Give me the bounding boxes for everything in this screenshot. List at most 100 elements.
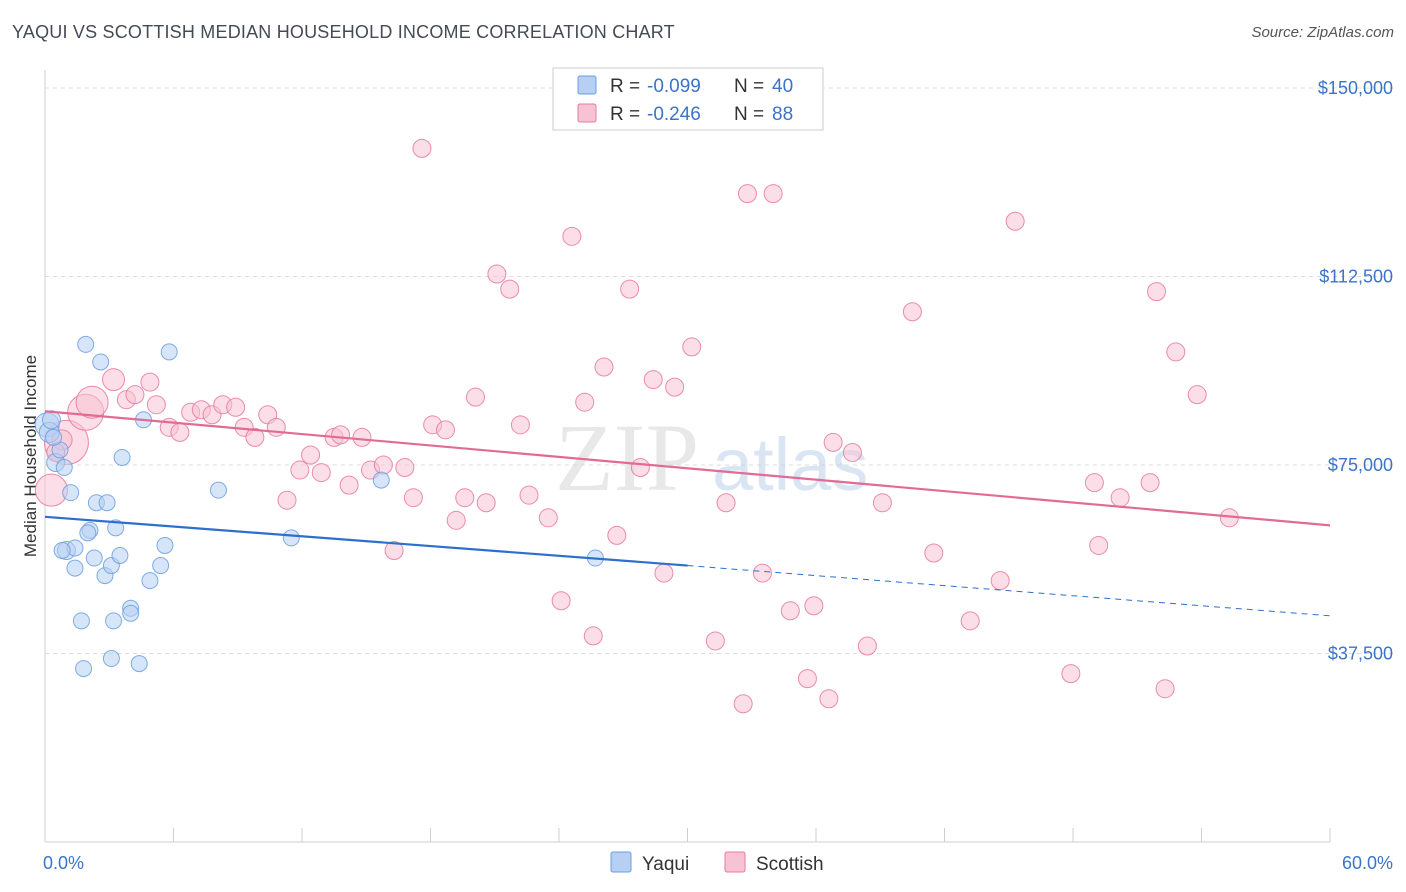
yaqui-point: [113, 448, 131, 466]
scottish-point: [562, 226, 582, 246]
scottish-point: [373, 455, 393, 475]
scottish-point: [872, 493, 892, 513]
legend-n-value: 40: [772, 76, 793, 97]
scottish-point: [395, 458, 415, 478]
scottish-point: [519, 485, 539, 505]
yaqui-point: [66, 559, 84, 577]
scottish-point: [1147, 282, 1167, 302]
scottish-point: [924, 543, 944, 563]
source-label: Source: ZipAtlas.com: [1251, 24, 1394, 41]
scottish-point: [331, 425, 351, 445]
scottish-point: [819, 689, 839, 709]
scottish-point: [630, 458, 650, 478]
yaqui-point: [75, 660, 93, 678]
legend-n-value: 88: [772, 104, 793, 125]
scottish-point: [311, 463, 331, 483]
trend-lines: [44, 410, 1331, 617]
scottish-point: [733, 694, 753, 714]
scottish-point: [446, 510, 466, 530]
bottom-legend-yaqui: Yaqui: [642, 854, 689, 875]
scottish-point: [990, 571, 1010, 591]
scottish-point: [435, 420, 455, 440]
scottish-point: [538, 508, 558, 528]
scottish-point: [245, 427, 265, 447]
x-tick-label: 60.0%: [1342, 853, 1393, 873]
scottish-point: [607, 525, 627, 545]
legend-n-label: N =: [734, 76, 764, 97]
scottish-point: [1140, 473, 1160, 493]
yaqui-point: [98, 494, 116, 512]
scottish-point: [857, 636, 877, 656]
x-tick-labels: 0.0% 60.0%: [43, 853, 1393, 873]
scottish-point: [465, 387, 485, 407]
yaqui-point: [122, 604, 140, 622]
scottish-point: [125, 385, 145, 405]
scottish-point: [665, 377, 685, 397]
bottom-legend: Yaqui Scottish: [610, 851, 824, 875]
trend-line-extension-yaqui: [687, 565, 1331, 617]
x-tick-label: 0.0%: [43, 853, 84, 873]
scottish-point: [266, 417, 286, 437]
scottish-point: [170, 422, 190, 442]
y-tick-label: $37,500: [1328, 644, 1393, 664]
scottish-point: [752, 563, 772, 583]
scottish-point: [510, 415, 530, 435]
yaqui-point: [62, 484, 80, 502]
scottish-point: [1089, 535, 1109, 555]
yaqui-point: [92, 353, 110, 371]
scottish-point: [102, 368, 126, 392]
bottom-legend-swatch-scottish: [724, 851, 746, 873]
yaqui-point: [141, 572, 159, 590]
y-tick-label: $150,000: [1318, 78, 1393, 98]
yaqui-point: [53, 541, 71, 559]
scottish-point: [1155, 679, 1175, 699]
yaqui-point: [130, 655, 148, 673]
yaqui-point: [282, 529, 300, 547]
scottish-point: [500, 279, 520, 299]
y-tick-label: $75,000: [1328, 455, 1393, 475]
y-axis-label: Median Household Income: [21, 355, 40, 557]
chart-title: YAQUI VS SCOTTISH MEDIAN HOUSEHOLD INCOM…: [12, 22, 675, 42]
axes: [44, 70, 1331, 843]
yaqui-points: [34, 335, 604, 678]
scottish-point: [902, 302, 922, 322]
yaqui-point: [160, 343, 178, 361]
legend-r-label: R =: [610, 76, 640, 97]
bottom-legend-swatch-yaqui: [610, 851, 632, 873]
yaqui-point: [111, 547, 129, 564]
yaqui-point: [107, 519, 125, 537]
scottish-point: [352, 427, 372, 447]
yaqui-point: [79, 524, 97, 542]
yaqui-point: [55, 459, 73, 477]
scottish-point: [763, 184, 783, 204]
scottish-point: [140, 372, 160, 392]
scottish-point: [737, 184, 757, 204]
legend-swatch-yaqui: [577, 75, 597, 95]
scottish-point: [551, 591, 571, 611]
scottish-point: [1110, 488, 1130, 508]
scottish-point: [226, 397, 246, 417]
scottish-point: [1166, 342, 1186, 362]
legend-r-value: -0.246: [647, 104, 701, 125]
yaqui-point: [102, 650, 120, 668]
yaqui-point: [156, 536, 174, 554]
watermark: ZIP atlas: [555, 404, 868, 511]
scottish-point: [476, 493, 496, 513]
scottish-point: [75, 385, 109, 419]
yaqui-point: [77, 335, 95, 353]
scottish-point: [412, 138, 432, 158]
scottish-point: [277, 490, 297, 510]
yaqui-point: [45, 428, 63, 446]
scottish-point: [780, 601, 800, 621]
scottish-point: [403, 488, 423, 508]
yaqui-point: [85, 549, 103, 567]
scottish-point: [797, 669, 817, 689]
scottish-point: [654, 563, 674, 583]
legend-box: R = -0.099 N = 40 R = -0.246 N = 88: [552, 67, 824, 131]
yaqui-point: [372, 471, 390, 489]
yaqui-point: [72, 612, 90, 630]
scottish-point: [705, 631, 725, 651]
y-tick-label: $112,500: [1319, 267, 1393, 287]
scottish-point: [716, 493, 736, 513]
